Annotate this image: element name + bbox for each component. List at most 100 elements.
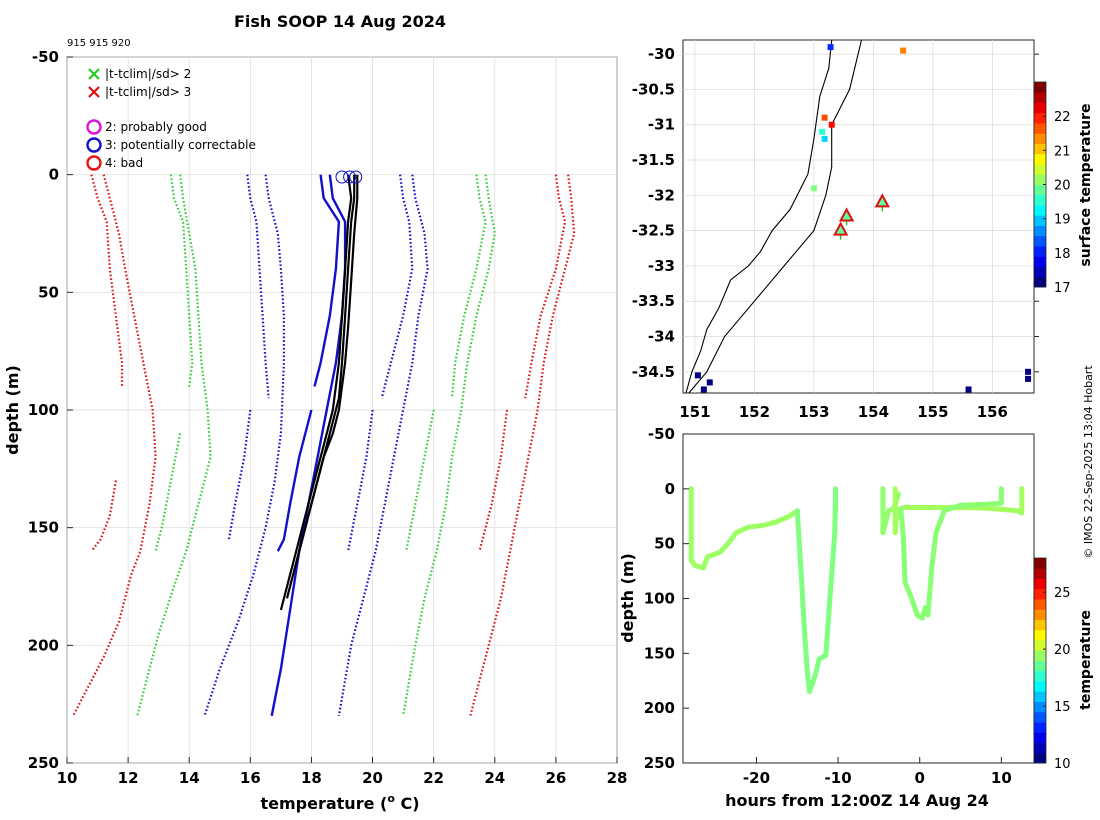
surface-temperature-colorbar: 17 18 19 20 21 22 — [1033, 81, 1071, 296]
sst-cell — [700, 386, 707, 393]
profile-x-tick-label: 26 — [545, 769, 566, 787]
legend-circle-icon — [86, 137, 102, 153]
climatology-line — [136, 174, 212, 717]
climatology-line — [270, 174, 347, 717]
sst-cell — [819, 128, 826, 135]
colorbar-segment — [1034, 670, 1046, 682]
legend-label: 3: potentially correctable — [105, 138, 256, 152]
colorbar-segment — [1034, 246, 1046, 257]
colorbar-segment — [1034, 276, 1046, 288]
colorbar-segment — [1034, 711, 1046, 723]
climatology-line — [227, 409, 252, 540]
profile-y-tick-label: 100 — [28, 401, 59, 419]
time-depth-y-tick-label: 200 — [644, 699, 675, 717]
colorbar-segment — [1034, 629, 1046, 641]
colorbar-segment — [1034, 194, 1046, 206]
colorbar-segment — [1034, 143, 1046, 155]
sst-cell — [1025, 368, 1032, 375]
time-depth-y-tick-label: 250 — [644, 754, 675, 772]
instrument-ids: 915 915 920 — [67, 38, 131, 49]
map-y-tick-label: -30.5 — [632, 80, 675, 98]
colorbar-tick-label: 22 — [1054, 110, 1071, 125]
sst-cell — [965, 386, 972, 393]
watermark: © IMOS 22-Sep-2025 13:04 Hobart — [1082, 365, 1095, 559]
colorbar-segment — [1034, 256, 1046, 267]
map-grid — [683, 40, 1034, 393]
time-depth-track — [794, 486, 839, 695]
colorbar-tick-label: 15 — [1054, 700, 1071, 715]
profile-ticks: 10 12 14 16 18 20 22 24 26 28 -50 0 50 100 150 200 250 — [28, 48, 628, 787]
colorbar-segment — [1034, 112, 1046, 124]
profile-y-tick-label: 150 — [28, 519, 59, 537]
map-plot-area — [682, 39, 1035, 394]
map-x-tick-label: 151 — [679, 403, 710, 421]
time-depth-x-tick-label: 0 — [915, 769, 925, 787]
colorbar-frame — [1033, 557, 1047, 764]
sst-cell — [810, 185, 817, 192]
climatology-line — [90, 480, 117, 552]
colorbar-tick-label: 17 — [1054, 281, 1071, 296]
map-x-tick-label: 152 — [739, 403, 770, 421]
time-depth-chart: -20 -10 0 10 -50 0 50 100 150 200 250 hours from 1… — [618, 425, 1094, 810]
colorbar-segment — [1034, 732, 1046, 743]
colorbar-tick-label: 21 — [1054, 144, 1071, 159]
colorbar-segment — [1034, 225, 1046, 237]
time-depth-track — [892, 486, 1025, 536]
colorbar-segment — [1034, 640, 1046, 651]
station-triangle-marker — [832, 221, 849, 236]
temperature-profile-line — [279, 174, 353, 611]
legend-circle-icon — [86, 155, 102, 171]
profile-x-tick-label: 16 — [240, 769, 261, 787]
colorbar-segment — [1034, 742, 1046, 754]
profile-y-tick-label: 200 — [28, 636, 59, 654]
sst-cell — [900, 47, 907, 54]
qc-flag-marker — [343, 170, 357, 184]
colorbar-segment — [1034, 92, 1046, 103]
legend-cross-icon — [88, 86, 100, 98]
time-depth-plot-area — [682, 433, 1035, 764]
colorbar-tick-label: 20 — [1054, 643, 1071, 658]
climatology-line — [380, 174, 414, 399]
colorbar-segment — [1034, 752, 1046, 764]
sst-cell — [827, 44, 834, 51]
profile-chart: 10 12 14 16 18 20 22 24 26 28 -50 0 50 100 150 200 250 F… — [3, 12, 627, 813]
map-chart: 151 152 153 154 155 156 -30 -30.5 -31 -31.5 -32 -32… — [632, 39, 1094, 421]
colorbar-segment — [1034, 266, 1046, 278]
surface-temperature-colorbar-label: surface temperature — [1078, 103, 1094, 266]
sst-cell — [821, 135, 828, 142]
colorbar-tick-label: 25 — [1054, 586, 1071, 601]
colorbar-tick-label: 10 — [1054, 757, 1071, 772]
colorbar-segment — [1034, 691, 1046, 702]
time-depth-y-tick-label: 0 — [665, 480, 675, 498]
time-depth-track — [898, 486, 1004, 621]
map-y-tick-label: -33.5 — [632, 292, 675, 310]
colorbar-segment — [1034, 609, 1046, 620]
climatology-line — [347, 409, 374, 552]
map-ticks: 151 152 153 154 155 156 -30 -30.5 -31 -31.5 -32 -32… — [632, 45, 1039, 421]
legend-label: 4: bad — [105, 156, 143, 170]
map-y-tick-label: -31 — [648, 116, 675, 134]
time-depth-x-tick-label: -10 — [825, 769, 852, 787]
shelf-edge-contour — [688, 39, 863, 394]
colorbar-segment — [1034, 215, 1046, 226]
time-depth-y-tick-label: 100 — [644, 590, 675, 608]
time-depth-track — [688, 486, 800, 571]
colorbar-segment — [1034, 650, 1046, 661]
colorbar-segment — [1034, 588, 1046, 600]
profile-y-axis-label: depth (m) — [3, 365, 22, 455]
time-depth-x-axis-label: hours from 12:00Z 14 Aug 24 — [725, 791, 989, 810]
colorbar-tick-label: 20 — [1054, 179, 1071, 194]
time-depth-y-tick-label: 50 — [654, 535, 675, 553]
colorbar-segment — [1034, 599, 1046, 610]
sst-cell — [828, 121, 835, 128]
map-y-tick-label: -32.5 — [632, 222, 675, 240]
map-x-tick-label: 154 — [858, 403, 889, 421]
temperature-profile-line — [295, 174, 359, 564]
legend-label: 2: probably good — [105, 120, 207, 134]
climatology-line — [524, 174, 567, 399]
profile-legend: |t-tclim|/sd> 2 |t-tclim|/sd> 3 2: probabl… — [86, 67, 256, 171]
profile-x-tick-label: 22 — [423, 769, 444, 787]
map-x-tick-label: 155 — [917, 403, 948, 421]
colorbar-segment — [1034, 123, 1046, 134]
